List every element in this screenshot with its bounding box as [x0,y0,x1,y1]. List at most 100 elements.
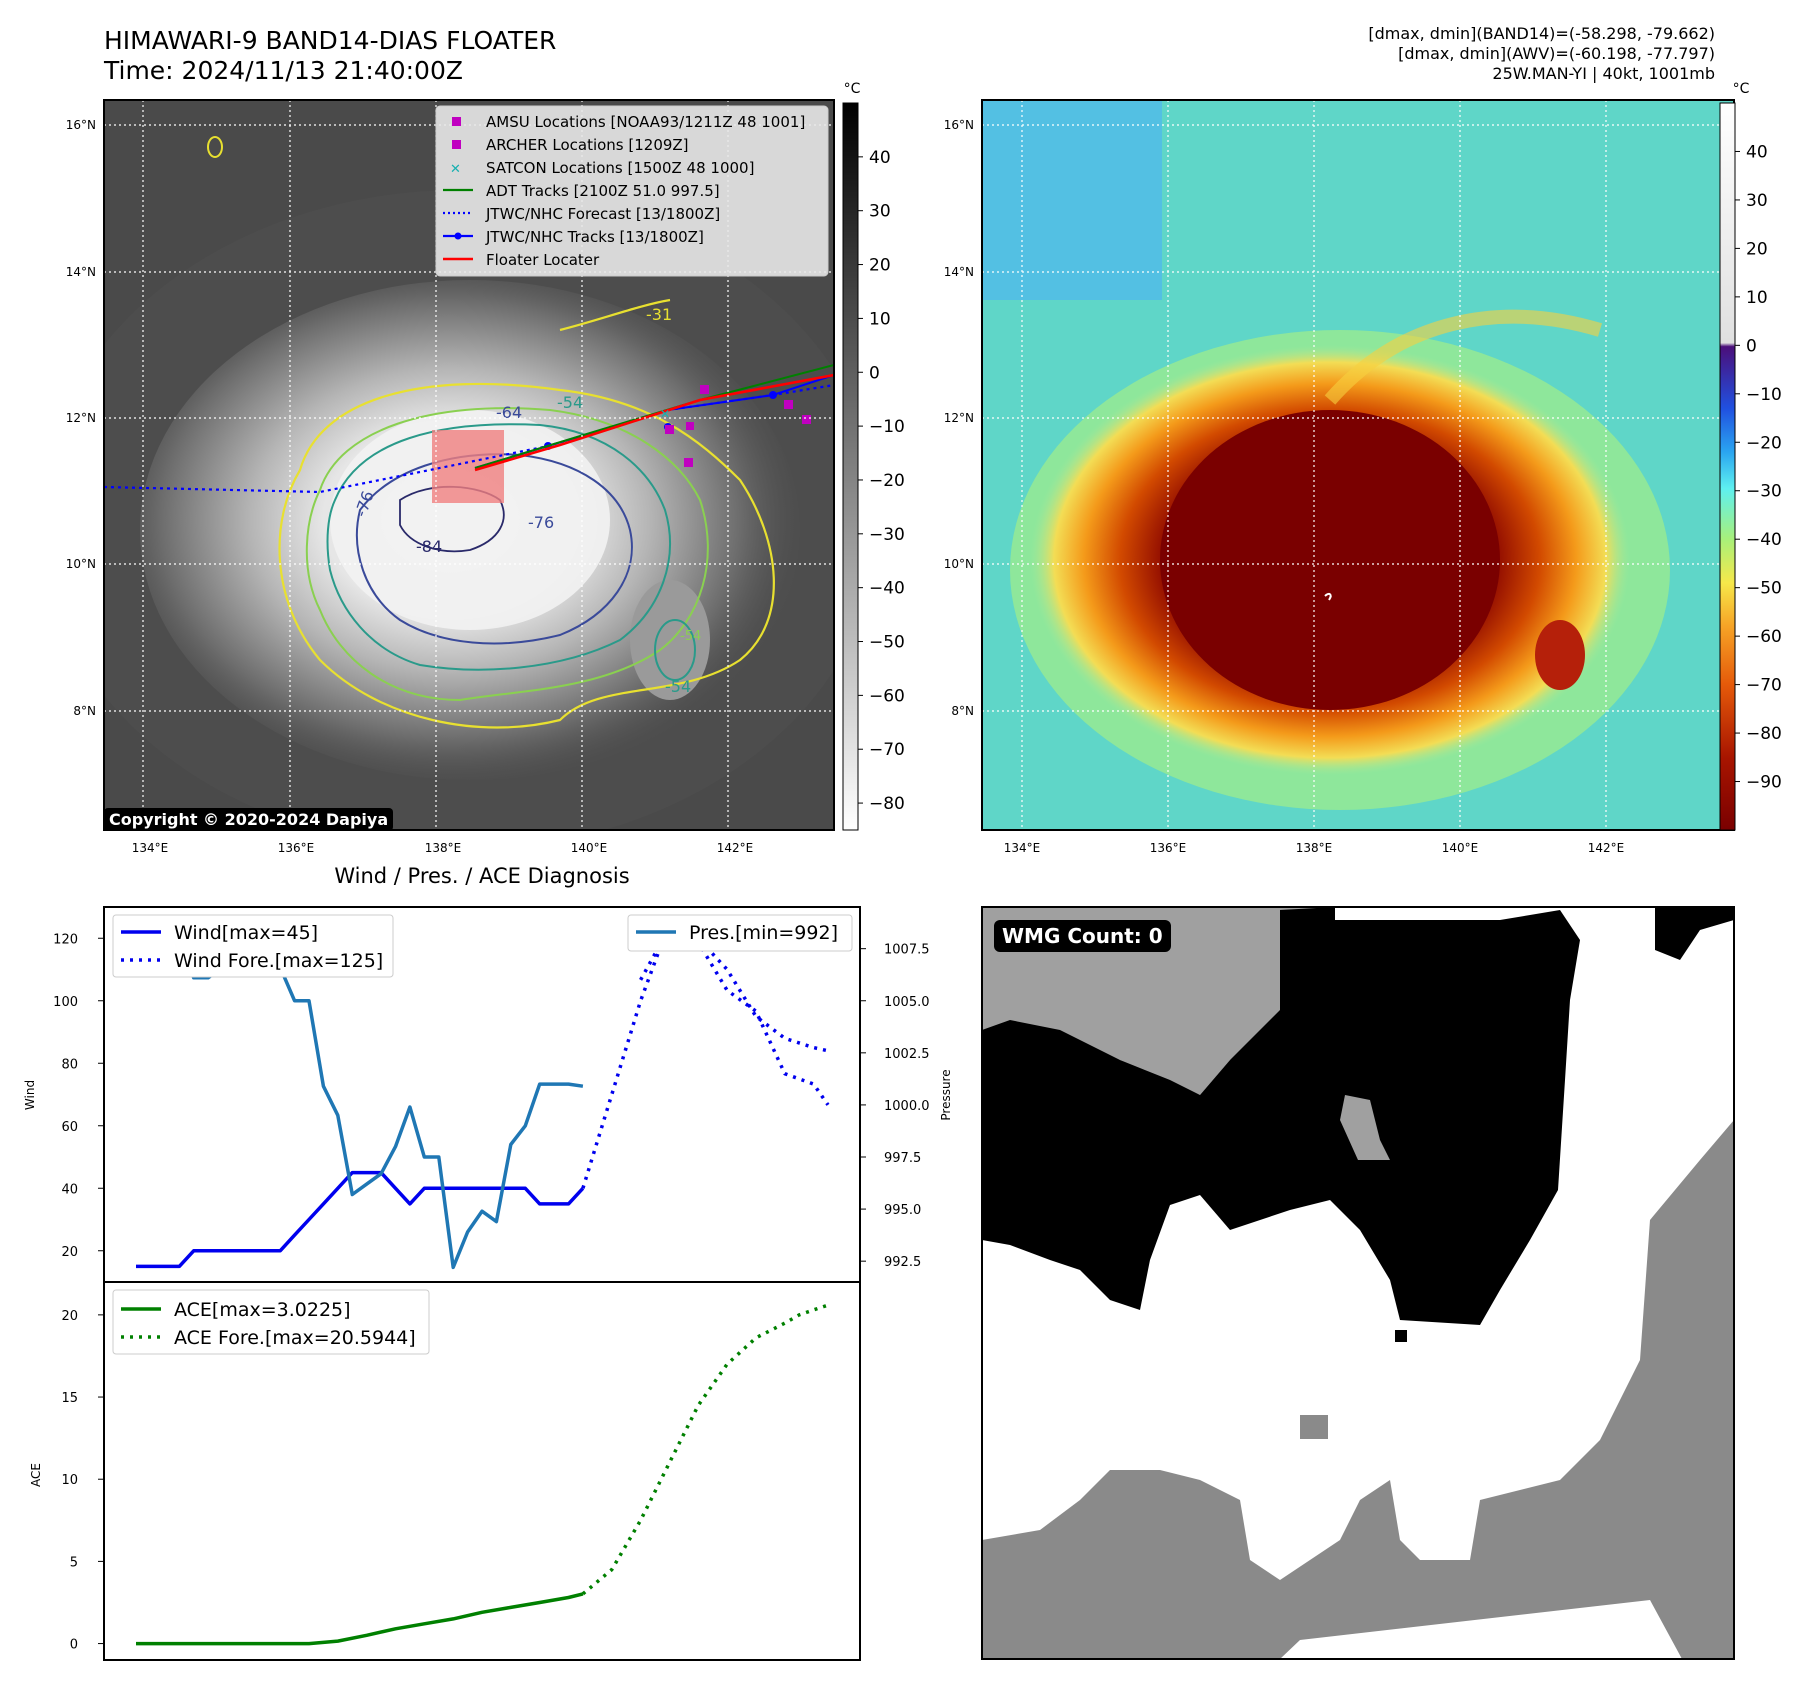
left-colorbar-tick-label: 20 [869,256,891,276]
wind-tick-label: 100 [53,995,78,1010]
header-stat-band14: [dmax, dmin](BAND14)=(-58.298, -79.662) [1368,24,1715,43]
contour-label: -54 [665,677,691,696]
wind-tick-label: 40 [61,1182,78,1197]
satcon-marker: ✕ [660,407,670,421]
right-colorbar-tick-label: −40 [1746,530,1782,550]
legend-archer-marker [452,140,461,149]
contour-label: -84 [416,537,442,556]
archer-marker [684,458,693,467]
legend-amsu-label: AMSU Locations [NOAA93/1211Z 48 1001] [486,113,805,131]
lat-label: 14°N [944,265,974,279]
legend-pres-label: Pres.[min=992] [689,922,838,944]
pressure-tick-label: 1002.5 [884,1047,930,1062]
left-lon-labels: 134°E 136°E 138°E 140°E 142°E [132,841,754,855]
left-colorbar-tick-label: 10 [869,309,891,329]
ace-panel: ACE 0 5 10 15 20 ACE[max=3.0225] ACE Fore.[m… [29,1281,861,1661]
legend-wind-label: Wind[max=45] [174,922,318,944]
lat-label: 12°N [944,411,974,425]
wmg-frame [981,906,1735,1660]
legend-archer-label: ARCHER Locations [1209Z] [486,136,689,154]
pressure-tick-label: 1007.5 [884,943,930,958]
left-colorbar-tick-label: 30 [869,202,891,222]
lon-label: 138°E [425,841,462,855]
title-line-2: Time: 2024/11/13 21:40:00Z [104,56,463,85]
legend-satcon-marker: ✕ [450,162,461,177]
lon-label: 140°E [571,841,608,855]
lat-label: 16°N [66,118,96,132]
amsu-marker [700,385,709,394]
legend-floater-label: Floater Locater [486,251,600,269]
pressure-tick-label: 1000.0 [884,1099,930,1114]
contour-label: -64 [496,403,522,422]
lon-label: 134°E [132,841,169,855]
pressure-tick-label: 992.5 [884,1255,921,1270]
left-colorbar-tick-label: −30 [869,525,905,545]
legend-wind-fore-label: Wind Fore.[max=125] [174,950,383,972]
contour-green [305,407,709,702]
ace-tick-label: 5 [70,1555,78,1570]
wind-panel-series-0 [136,1170,585,1269]
lon-label: 138°E [1296,841,1333,855]
left-colorbar-tick-label: 40 [869,148,891,168]
right-colorbar-tick-label: 20 [1746,239,1768,259]
lat-label: 10°N [944,557,974,571]
lon-label: 136°E [278,841,315,855]
right-colorbar-tick-label: −50 [1746,579,1782,599]
lat-label: 10°N [66,557,96,571]
wmg-black-region [982,907,1580,1325]
ace-tick-label: 0 [70,1638,78,1653]
contour-label: -76 [528,513,554,532]
left-colorbar-tick-label: −80 [869,794,905,814]
ace-tick-label: 10 [61,1473,78,1488]
lon-label: 134°E [1004,841,1041,855]
lat-label: 16°N [944,118,974,132]
right-colorbar-tick-label: −90 [1746,773,1782,793]
legend-ace-fore-label: ACE Fore.[max=20.5944] [174,1327,416,1349]
right-colorbar-tick-label: 40 [1746,142,1768,162]
floater-track [474,373,834,472]
right-colorbar-tick-label: −10 [1746,385,1782,405]
wind-panel-series-1 [581,920,829,1189]
legend-ace-label: ACE[max=3.0225] [174,1299,351,1321]
left-colorbar-tick-label: 0 [869,363,880,383]
header-storm-info: 25W.MAN-YI | 40kt, 1001mb [1492,64,1715,83]
left-colorbar-tick-label: −10 [869,417,905,437]
right-satellite-map: 16°N 14°N 12°N 10°N 8°N 134°E 136°E 138°… [944,99,1735,855]
contour-label: -54 [680,629,701,644]
left-map-frame [103,99,835,831]
pressure-tick-label: 995.0 [884,1203,921,1218]
lon-label: 136°E [1150,841,1187,855]
right-lat-labels: 16°N 14°N 12°N 10°N 8°N [944,118,974,718]
right-colorbar-tick-label: −80 [1746,724,1782,744]
wind-legend: Wind[max=45] Wind Fore.[max=125] [112,914,394,978]
pressure-legend: Pres.[min=992] [627,914,853,952]
contour-label: -31 [646,305,672,324]
right-colorbar-tick-label: 10 [1746,288,1768,308]
right-colorbar-tick-label: −20 [1746,433,1782,453]
wind-tick-label: 20 [61,1245,78,1260]
right-lon-labels: 134°E 136°E 138°E 140°E 142°E [1004,841,1625,855]
right-colorbar-unit: °C [1733,81,1750,97]
pressure-tick-label: 997.5 [884,1151,921,1166]
left-colorbar-unit: °C [844,81,861,97]
legend-satcon-label: SATCON Locations [1500Z 48 1000] [486,159,754,177]
ace-tick-label: 15 [61,1391,78,1406]
wmg-panel [981,906,1735,1660]
contour-label: -54 [557,393,583,412]
left-colorbar-tick-label: −40 [869,579,905,599]
legend-jtwc-label: JTWC/NHC Tracks [13/1800Z] [485,228,704,246]
wind-tick-label: 80 [61,1057,78,1072]
wind-pressure-panel: Wind Pressure 20 40 60 80 100 120 992.5 995.0 9… [23,906,953,1283]
left-colorbar-tick-label: −50 [869,633,905,653]
contour-teal [326,423,671,671]
right-colorbar-tick-label: 30 [1746,191,1768,211]
title-line-1: HIMAWARI-9 BAND14-DIAS FLOATER [104,26,557,55]
floater-locator-box [432,430,504,503]
right-map-grid [982,100,1734,830]
ace-legend: ACE[max=3.0225] ACE Fore.[max=20.5944] [112,1289,430,1355]
right-colorbar: °C 40 30 20 10 0 −10 −20 −30 −40 −50 −60 −70 −80 −90 [1719,81,1782,831]
right-colorbar-tick-label: −30 [1746,482,1782,502]
left-colorbar-tick-label: −70 [869,740,905,760]
wind-axis-label: Wind [23,1080,37,1110]
